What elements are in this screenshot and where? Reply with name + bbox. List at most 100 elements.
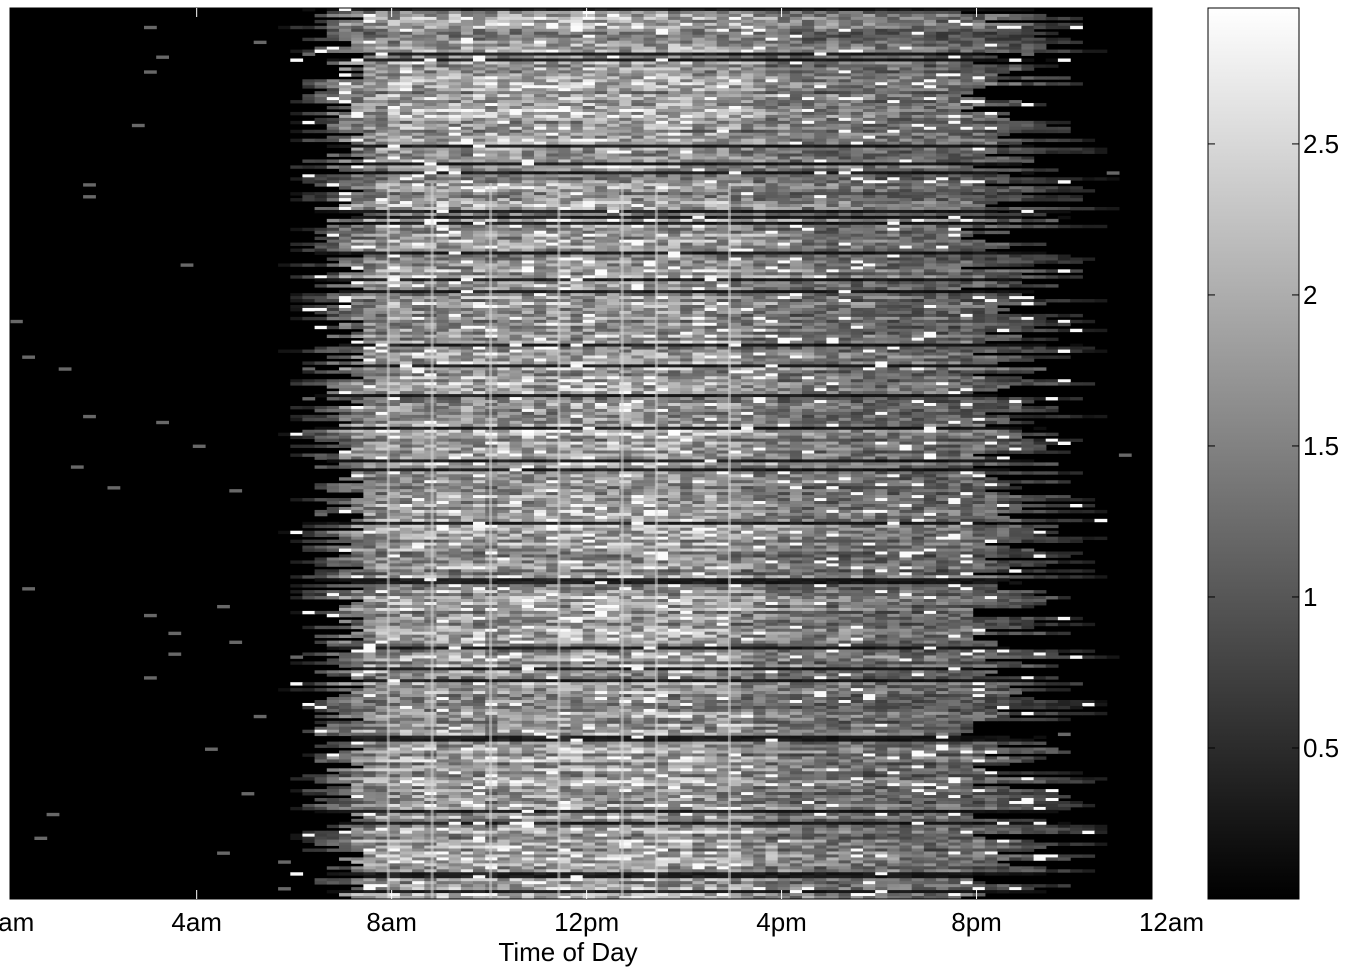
heatmap-cell — [838, 186, 852, 190]
heatmap-cell — [692, 123, 706, 128]
heatmap-cell — [521, 10, 535, 15]
heatmap-cell — [534, 34, 547, 39]
heatmap-cell — [339, 135, 352, 140]
heatmap-cell — [911, 186, 925, 190]
heatmap-cell — [619, 162, 633, 166]
heatmap-cell — [765, 132, 779, 137]
heatmap-cell — [716, 73, 730, 77]
heatmap-cell — [936, 195, 949, 199]
heatmap-cell — [375, 111, 389, 116]
heatmap-cell — [497, 129, 511, 134]
heatmap-cell — [887, 224, 901, 229]
heatmap-cell — [984, 64, 998, 68]
heatmap-cell — [485, 108, 498, 113]
heatmap-cell — [802, 25, 815, 30]
heatmap-cell — [1021, 206, 1035, 211]
heatmap-cell — [777, 174, 791, 178]
heatmap-cell — [972, 55, 986, 59]
heatmap-cell — [509, 242, 523, 246]
heatmap-cell — [619, 85, 633, 89]
heatmap-cell — [412, 144, 425, 148]
heatmap-cell — [826, 13, 840, 18]
heatmap-cell — [887, 180, 901, 184]
heatmap-cell — [594, 186, 608, 190]
heatmap-cell — [460, 251, 474, 255]
heatmap-cell — [302, 52, 316, 56]
heatmap-cell — [497, 123, 511, 128]
heatmap-cell — [485, 8, 498, 12]
heatmap-cell — [716, 236, 730, 241]
heatmap-cell — [741, 52, 754, 56]
heatmap-cell — [741, 120, 754, 125]
heatmap-cell — [558, 168, 572, 172]
heatmap-cell — [802, 147, 815, 151]
heatmap-cell — [814, 55, 827, 59]
heatmap-cell — [923, 46, 937, 50]
heatmap-cell — [753, 156, 767, 160]
heatmap-cell — [473, 224, 486, 229]
heatmap-cell — [899, 138, 913, 143]
heatmap-cell — [387, 79, 401, 83]
heatmap-cell — [631, 165, 645, 169]
heatmap-cell — [546, 209, 559, 214]
heatmap-cell — [582, 201, 596, 205]
heatmap-cell — [339, 138, 352, 143]
heatmap-cell — [826, 28, 840, 33]
heatmap-cell — [802, 94, 815, 98]
heatmap-cell — [997, 28, 1010, 33]
heatmap-cell — [351, 159, 364, 163]
heatmap-cell — [326, 85, 340, 89]
heatmap-cell — [997, 120, 1010, 125]
heatmap-cell — [314, 183, 328, 187]
heatmap-cell — [485, 61, 498, 65]
heatmap-cell — [521, 13, 535, 18]
heatmap-cell — [716, 153, 730, 157]
heatmap-cell — [448, 242, 462, 246]
heatmap-cell — [363, 88, 377, 92]
heatmap-cell — [960, 189, 974, 193]
heatmap-cell — [972, 230, 986, 235]
heatmap-cell — [655, 43, 669, 48]
heatmap-cell — [558, 171, 572, 175]
heatmap-cell — [741, 251, 754, 255]
heatmap-cell — [460, 144, 474, 148]
heatmap-cell — [497, 183, 511, 187]
heatmap-cell — [838, 245, 852, 249]
heatmap-cell — [631, 171, 645, 175]
heatmap-cell — [387, 221, 401, 226]
heatmap-cell — [728, 206, 742, 211]
heatmap-cell — [1045, 16, 1059, 21]
heatmap-cell — [936, 215, 949, 220]
heatmap-cell — [290, 192, 304, 196]
heatmap-cell — [704, 239, 718, 244]
heatmap-cell — [960, 174, 974, 178]
heatmap-cell — [680, 242, 693, 246]
heatmap-cell — [765, 221, 779, 226]
heatmap-cell — [802, 242, 815, 246]
heatmap-cell — [753, 64, 767, 68]
heatmap-cell — [777, 40, 791, 45]
heatmap-cell — [765, 52, 779, 56]
heatmap-cell — [607, 144, 620, 148]
heatmap-cell — [972, 156, 986, 160]
heatmap-cell — [460, 123, 474, 128]
heatmap-cell — [631, 55, 645, 59]
heatmap-cell — [716, 198, 730, 202]
heatmap-cell — [521, 177, 535, 181]
heatmap-row — [339, 114, 998, 119]
heatmap-cell — [473, 209, 486, 214]
heatmap-cell — [399, 85, 413, 89]
heatmap-cell — [631, 64, 645, 68]
heatmap-cell — [923, 150, 937, 154]
heatmap-cell — [387, 201, 401, 205]
heatmap-cell — [972, 248, 986, 252]
heatmap-cell — [643, 85, 657, 89]
heatmap-cell — [399, 117, 413, 122]
heatmap-cell — [911, 224, 925, 229]
heatmap-cell — [643, 129, 657, 134]
heatmap-cell — [594, 227, 608, 232]
heatmap-cell — [497, 204, 511, 208]
heatmap-cell — [863, 245, 876, 249]
heatmap-cell — [741, 212, 754, 217]
